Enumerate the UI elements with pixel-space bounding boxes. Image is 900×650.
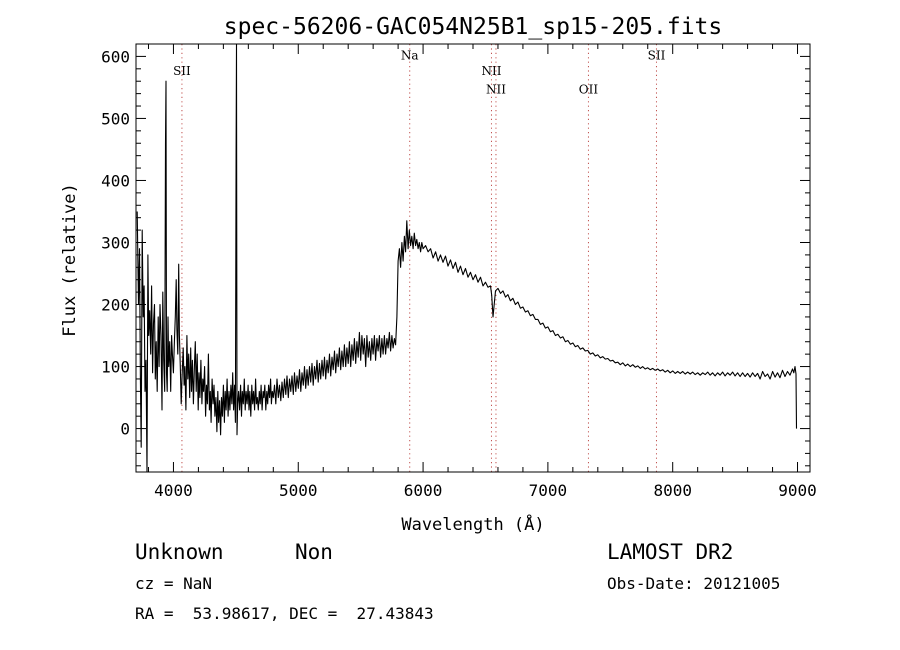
line-label: OII: [579, 83, 599, 97]
x-axis-label: Wavelength (Å): [401, 513, 544, 535]
spectral-class: Unknown: [135, 540, 224, 564]
spectral-subclass: Non: [295, 540, 333, 564]
y-tick-label: 200: [101, 296, 130, 315]
x-tick-label: 6000: [404, 481, 443, 500]
y-tick-label: 300: [101, 233, 130, 252]
observation-date: Obs-Date: 20121005: [607, 574, 781, 593]
y-tick-label: 100: [101, 358, 130, 377]
survey-name: LAMOST DR2: [607, 540, 734, 564]
emission-line-markers: SII Na NII NII OII SII: [173, 44, 666, 472]
line-label: SII: [648, 49, 666, 63]
chart-title: spec-56206-GAC054N25B1_sp15-205.fits: [224, 14, 723, 40]
y-tick-label: 400: [101, 171, 130, 190]
x-tick-label: 7000: [529, 481, 568, 500]
y-tick-label: 500: [101, 109, 130, 128]
x-tick-label: 8000: [653, 481, 692, 500]
x-tick-label: 4000: [154, 481, 193, 500]
line-label: SII: [173, 64, 191, 78]
line-label: NII: [486, 83, 506, 97]
redshift-cz: cz = NaN: [135, 574, 213, 593]
x-tick-label: 5000: [279, 481, 318, 500]
y-tick-label: 600: [101, 47, 130, 66]
line-label: Na: [401, 49, 419, 63]
line-label: NII: [481, 64, 501, 78]
axis-ticks: 4000 5000 6000 7000 8000 9000 0 100 200 300 400 500…: [101, 43, 817, 500]
x-tick-label: 9000: [778, 481, 817, 500]
spectrum-series-line: [136, 43, 798, 473]
coordinates: RA = 53.98617, DEC = 27.43843: [135, 604, 434, 623]
y-axis-label: Flux (relative): [60, 183, 80, 337]
y-tick-label: 0: [120, 420, 130, 439]
